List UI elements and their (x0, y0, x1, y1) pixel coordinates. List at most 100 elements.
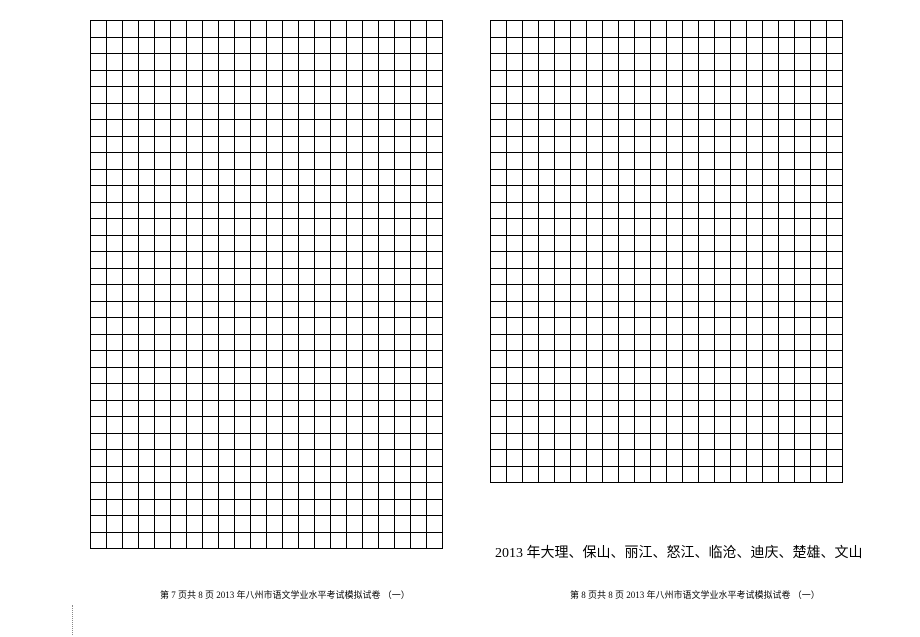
grid-cell (635, 351, 651, 368)
grid-cell (715, 54, 731, 71)
grid-cell (299, 71, 315, 88)
grid-cell (283, 21, 299, 38)
grid-cell (91, 401, 107, 418)
grid-cell (651, 401, 667, 418)
grid-cell (635, 54, 651, 71)
grid-cell (171, 38, 187, 55)
grid-cell (219, 318, 235, 335)
grid-cell (571, 318, 587, 335)
grid-cell (187, 269, 203, 286)
grid-cell (587, 434, 603, 451)
grid-cell (171, 450, 187, 467)
grid-cell (123, 516, 139, 533)
grid-cell (507, 368, 523, 385)
grid-cell (699, 120, 715, 137)
grid-cell (571, 351, 587, 368)
grid-cell (603, 236, 619, 253)
grid-cell (811, 252, 827, 269)
grid-cell (795, 335, 811, 352)
grid-cell (331, 87, 347, 104)
grid-cell (763, 38, 779, 55)
grid-cell (235, 450, 251, 467)
grid-cell (795, 302, 811, 319)
grid-cell (299, 38, 315, 55)
grid-cell (219, 203, 235, 220)
grid-cell (315, 450, 331, 467)
grid-cell (811, 318, 827, 335)
grid-cell (763, 153, 779, 170)
grid-cell (251, 252, 267, 269)
grid-cell (827, 203, 843, 220)
grid-cell (139, 450, 155, 467)
grid-cell (379, 285, 395, 302)
grid-row (91, 252, 443, 269)
grid-cell (395, 87, 411, 104)
grid-cell (251, 87, 267, 104)
grid-cell (523, 38, 539, 55)
grid-cell (747, 236, 763, 253)
grid-cell (395, 219, 411, 236)
grid-cell (539, 236, 555, 253)
grid-cell (123, 351, 139, 368)
grid-cell (315, 335, 331, 352)
grid-cell (251, 335, 267, 352)
grid-cell (747, 21, 763, 38)
grid-cell (571, 434, 587, 451)
grid-cell (491, 417, 507, 434)
grid-cell (795, 467, 811, 484)
grid-cell (683, 318, 699, 335)
grid-cell (315, 252, 331, 269)
grid-cell (107, 87, 123, 104)
grid-cell (363, 87, 379, 104)
grid-cell (523, 170, 539, 187)
grid-cell (347, 87, 363, 104)
grid-cell (299, 186, 315, 203)
grid-cell (587, 203, 603, 220)
grid-cell (283, 417, 299, 434)
grid-cell (651, 252, 667, 269)
grid-cell (267, 483, 283, 500)
grid-cell (667, 54, 683, 71)
grid-cell (795, 54, 811, 71)
grid-cell (107, 434, 123, 451)
grid-cell (139, 236, 155, 253)
grid-cell (139, 368, 155, 385)
grid-cell (603, 219, 619, 236)
grid-cell (171, 236, 187, 253)
grid-cell (315, 368, 331, 385)
grid-cell (635, 434, 651, 451)
grid-cell (587, 401, 603, 418)
grid-cell (267, 269, 283, 286)
grid-cell (827, 186, 843, 203)
grid-cell (731, 153, 747, 170)
grid-cell (363, 368, 379, 385)
grid-cell (315, 219, 331, 236)
grid-cell (731, 302, 747, 319)
grid-cell (747, 401, 763, 418)
grid-cell (219, 71, 235, 88)
grid-cell (811, 153, 827, 170)
grid-cell (507, 71, 523, 88)
grid-cell (395, 203, 411, 220)
grid-cell (235, 533, 251, 550)
grid-cell (171, 219, 187, 236)
grid-cell (267, 434, 283, 451)
grid-cell (827, 450, 843, 467)
grid-cell (219, 186, 235, 203)
grid-cell (283, 54, 299, 71)
grid-cell (219, 384, 235, 401)
grid-cell (683, 368, 699, 385)
grid-cell (827, 219, 843, 236)
grid-cell (379, 351, 395, 368)
grid-cell (123, 170, 139, 187)
grid-cell (395, 269, 411, 286)
grid-cell (635, 285, 651, 302)
grid-cell (667, 186, 683, 203)
grid-cell (523, 252, 539, 269)
grid-cell (779, 137, 795, 154)
grid-cell (203, 219, 219, 236)
grid-cell (427, 450, 443, 467)
grid-cell (507, 219, 523, 236)
grid-cell (363, 252, 379, 269)
grid-cell (795, 186, 811, 203)
